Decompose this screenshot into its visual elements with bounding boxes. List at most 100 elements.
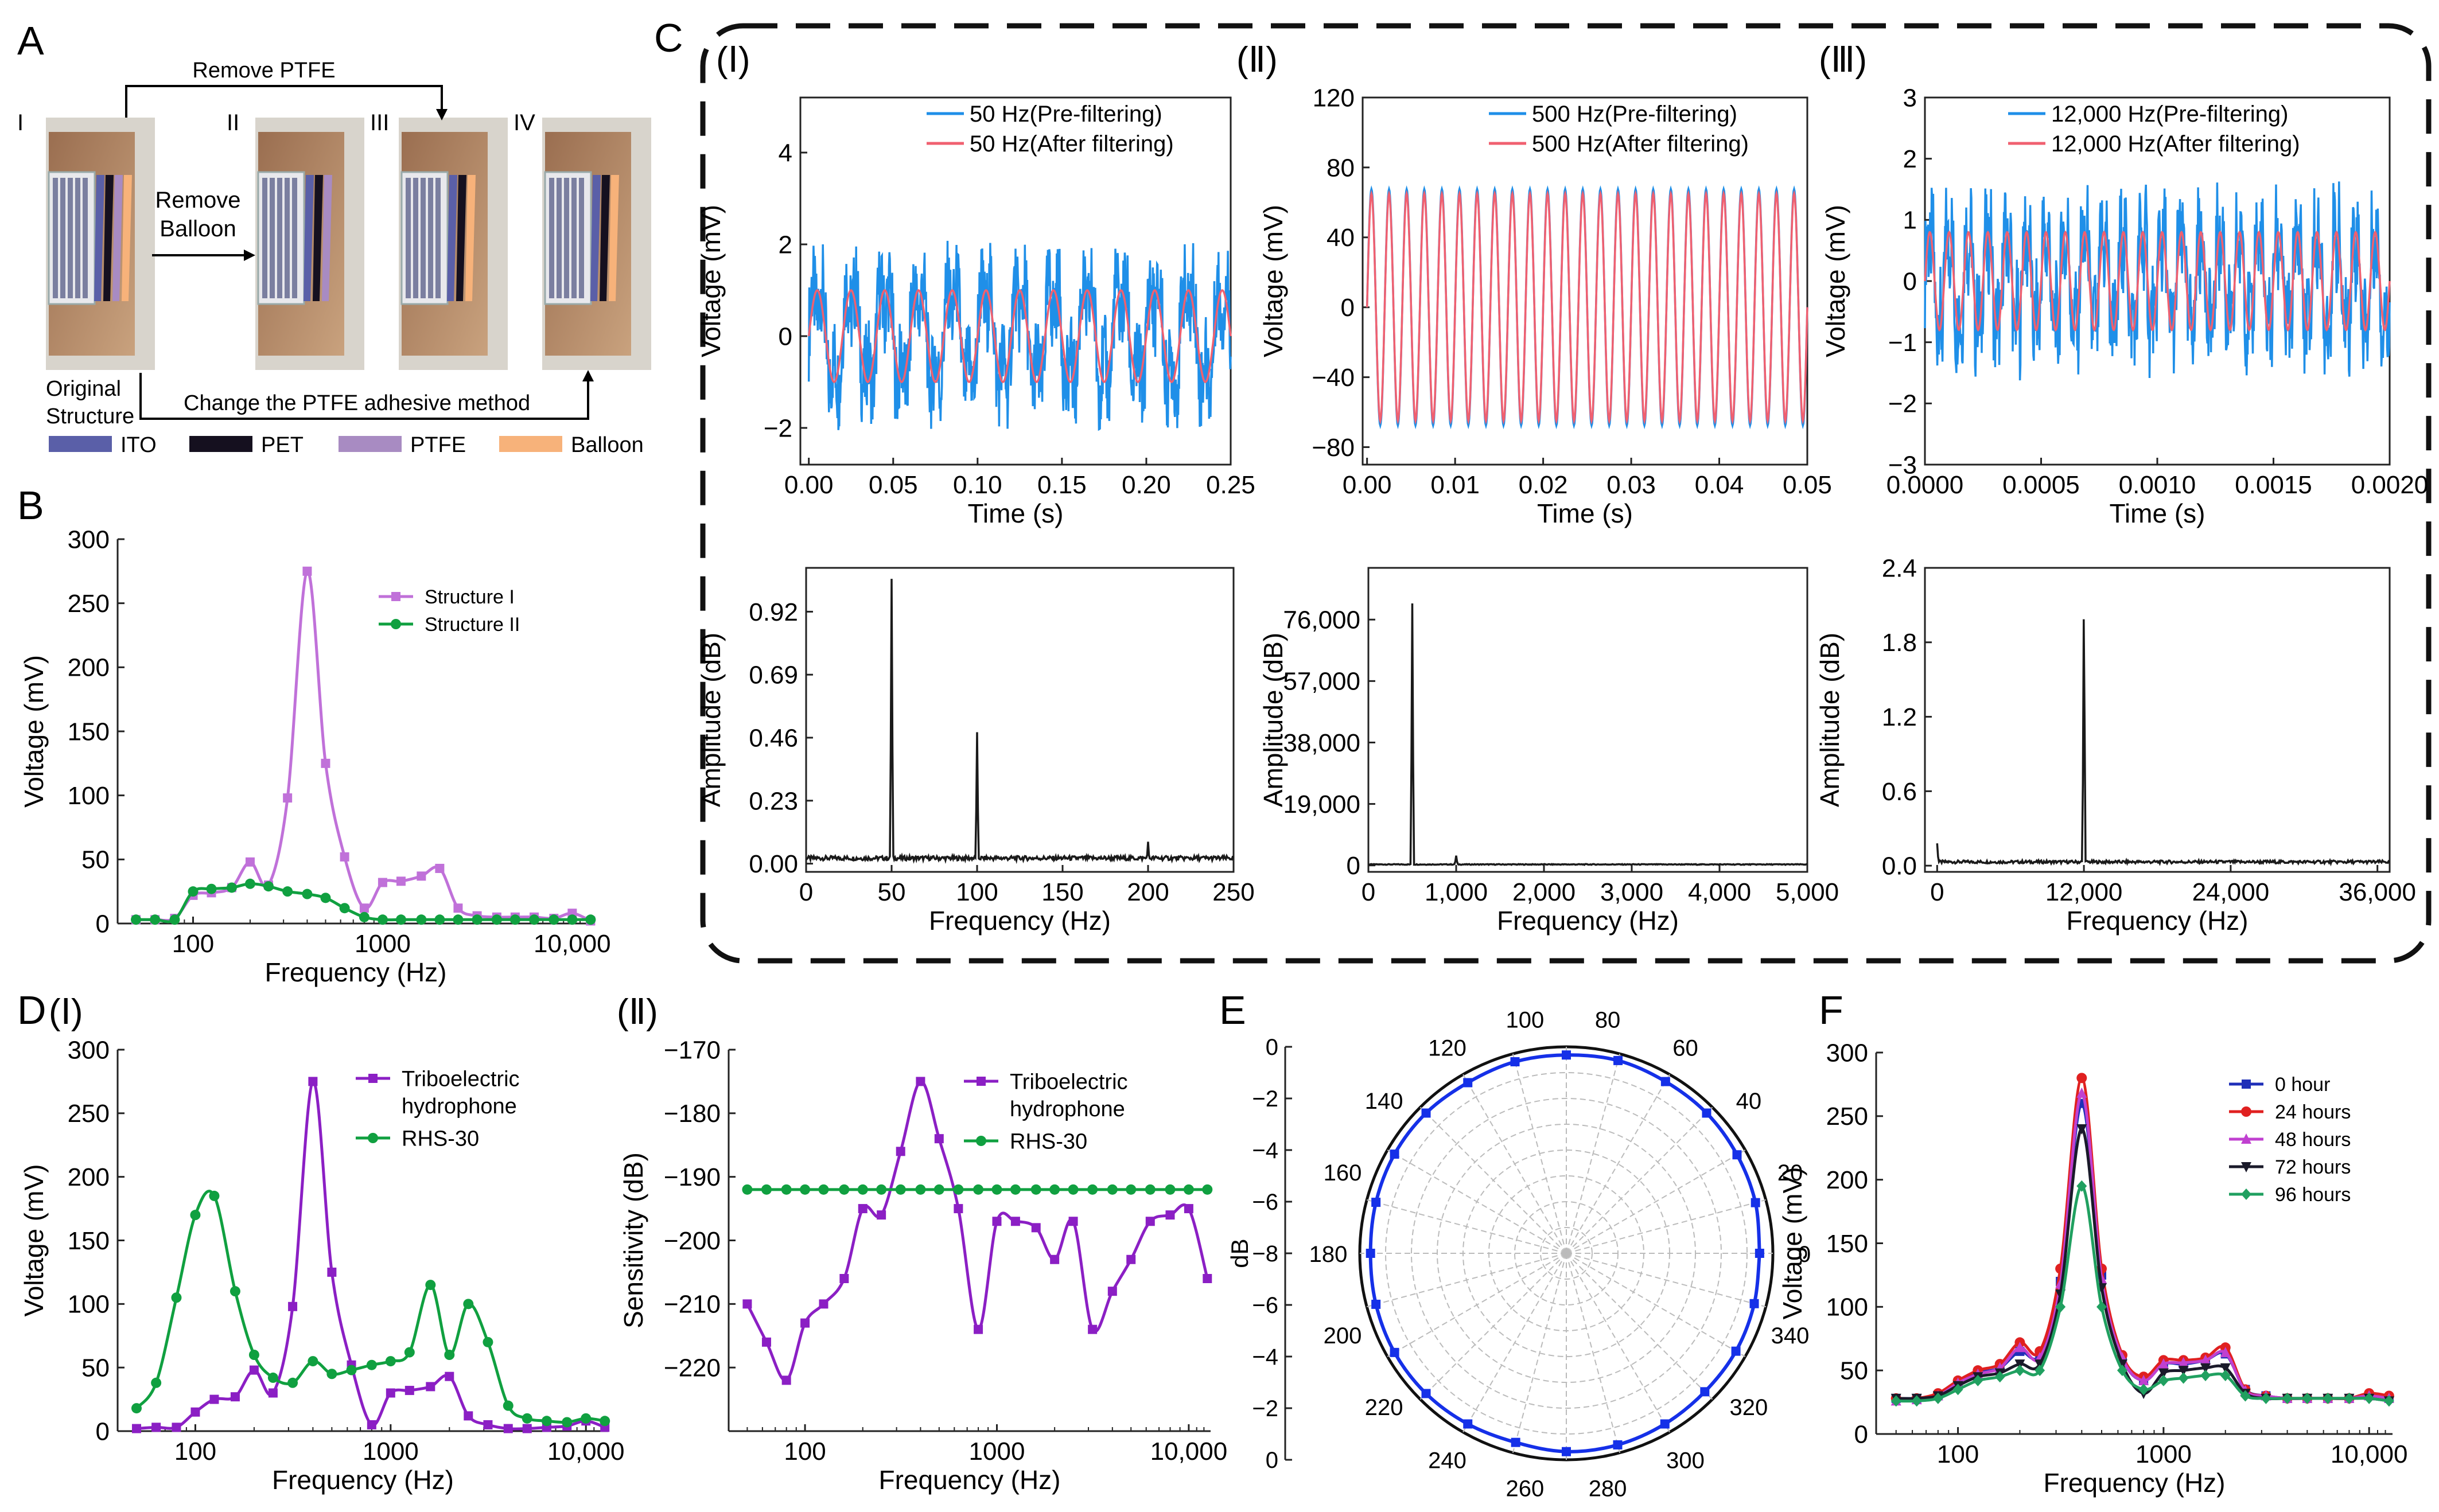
data-point <box>2178 1372 2189 1384</box>
data-point <box>1107 1184 1118 1195</box>
data-point <box>346 1365 357 1375</box>
legend-entry: RHS-30 <box>964 1129 1087 1154</box>
y-tick-label: 0 <box>779 322 792 350</box>
data-point <box>549 914 559 925</box>
x-tick-label: 0.0015 <box>2235 471 2312 499</box>
structure-grid-bar <box>75 178 80 298</box>
data-point <box>781 1184 792 1195</box>
data-point <box>916 1077 925 1086</box>
data-point <box>391 592 400 601</box>
data-point <box>800 1318 810 1328</box>
legend-label-line: Structure I <box>425 586 515 608</box>
legend-label: Balloon <box>571 433 644 457</box>
plot-frame <box>1367 567 1808 873</box>
series-line <box>136 1080 606 1431</box>
x-tick-label: 10,000 <box>1150 1437 1228 1466</box>
data-point <box>600 1416 610 1427</box>
polar-point <box>1421 1108 1431 1118</box>
arrow-head <box>244 250 255 261</box>
data-point <box>282 886 293 897</box>
data-point <box>491 914 502 925</box>
data-point <box>321 758 330 768</box>
data-point <box>2076 1124 2087 1135</box>
structure-layer <box>609 175 619 301</box>
legend-label: Structure II <box>425 614 520 636</box>
polar-point <box>1366 1249 1375 1258</box>
polar-r-label: −4 <box>1252 1138 1278 1163</box>
data-point <box>425 1280 436 1291</box>
x-tick-label: 0.10 <box>953 471 1002 499</box>
structure-label: II <box>227 110 239 135</box>
structure-grid-bar <box>557 178 562 298</box>
polar-point <box>1660 1077 1670 1086</box>
data-point <box>1088 1324 1098 1334</box>
structure-label: IV <box>514 110 535 135</box>
polar-grid-spoke <box>1566 1253 1746 1357</box>
data-point <box>483 1336 493 1347</box>
polar-point <box>1390 1149 1399 1159</box>
legend-label-line: RHS-30 <box>402 1127 479 1151</box>
x-tick-label: 1000 <box>969 1437 1025 1466</box>
panel-c-sub-iii: (Ⅲ) <box>1819 40 1867 80</box>
y-axis-label: Amplitude (dB) <box>696 633 726 807</box>
legend-label: RHS-30 <box>1010 1129 1087 1154</box>
structure-grid-bar <box>262 178 267 298</box>
data-point <box>188 886 199 897</box>
data-point <box>453 903 463 913</box>
x-tick-label: 0.25 <box>1206 471 1255 499</box>
y-tick-label: 0.6 <box>1882 778 1917 806</box>
structure-grid-bar <box>53 178 58 298</box>
data-point <box>2076 1073 2087 1084</box>
y-tick-label: 2.4 <box>1882 554 1917 582</box>
x-axis-label: Time (s) <box>968 498 1064 528</box>
legend-item: Balloon <box>499 433 644 457</box>
data-point <box>434 914 445 925</box>
y-tick-label: 0 <box>1341 294 1355 322</box>
data-point <box>2158 1374 2169 1386</box>
data-point <box>395 914 406 925</box>
legend-label: Triboelectric hydrophone <box>402 1067 520 1119</box>
spectrum-line <box>1368 603 1807 866</box>
data-point <box>839 1184 850 1195</box>
polar-grid-ring <box>1540 1227 1593 1280</box>
data-point <box>169 914 180 925</box>
polar-angle-label: 80 <box>1595 1007 1621 1032</box>
x-tick-label: 100 <box>956 878 998 906</box>
legend-label: 0 hour <box>2275 1074 2330 1096</box>
polar-angle-label: 160 <box>1324 1160 1362 1186</box>
polar-grid-spoke <box>1367 1253 1567 1308</box>
polar-r-label: −4 <box>1252 1345 1278 1370</box>
y-tick-label: −190 <box>664 1163 721 1191</box>
polar-grid-spoke <box>1566 1074 1670 1254</box>
x-tick-label: 36,000 <box>2339 878 2416 906</box>
plot-frame <box>1924 567 2391 873</box>
data-point <box>1932 1392 1943 1404</box>
x-tick-label: 250 <box>1212 878 1254 906</box>
chart-B: 0 50 100 150 200 250 300 100 1000 10,000 Frequency… <box>19 525 611 987</box>
polar-angle-label: 200 <box>1324 1323 1362 1349</box>
polar-angle-label: 20 <box>1777 1160 1803 1186</box>
polar-angle-label: 240 <box>1428 1448 1466 1473</box>
series-Structure-II <box>131 878 596 925</box>
legend-label: 500 Hz(After filtering) <box>1532 131 1749 157</box>
y-tick-label: 200 <box>68 1163 110 1191</box>
data-point <box>209 1394 219 1404</box>
data-point <box>2035 1359 2045 1370</box>
polar-angle-label: 180 <box>1309 1242 1348 1267</box>
structure-grid-bar <box>549 178 554 298</box>
y-tick-label: 3 <box>1903 84 1917 112</box>
polar-grid-spoke <box>1387 1253 1567 1357</box>
data-point <box>1203 1274 1212 1283</box>
y-axis-label: Voltage (mV) <box>1777 1167 1807 1320</box>
data-point <box>2158 1368 2169 1379</box>
polar-grid-spoke <box>1566 1253 1621 1453</box>
plot-frame <box>799 96 1232 466</box>
data-point <box>1068 1184 1079 1195</box>
data-point <box>2383 1395 2394 1407</box>
data-point <box>359 911 369 922</box>
data-point <box>2035 1365 2045 1377</box>
polar-grid-spoke <box>1566 1106 1713 1254</box>
data-point <box>483 1420 493 1429</box>
y-tick-label: 0.00 <box>749 850 798 878</box>
structure-2: II <box>227 110 364 370</box>
